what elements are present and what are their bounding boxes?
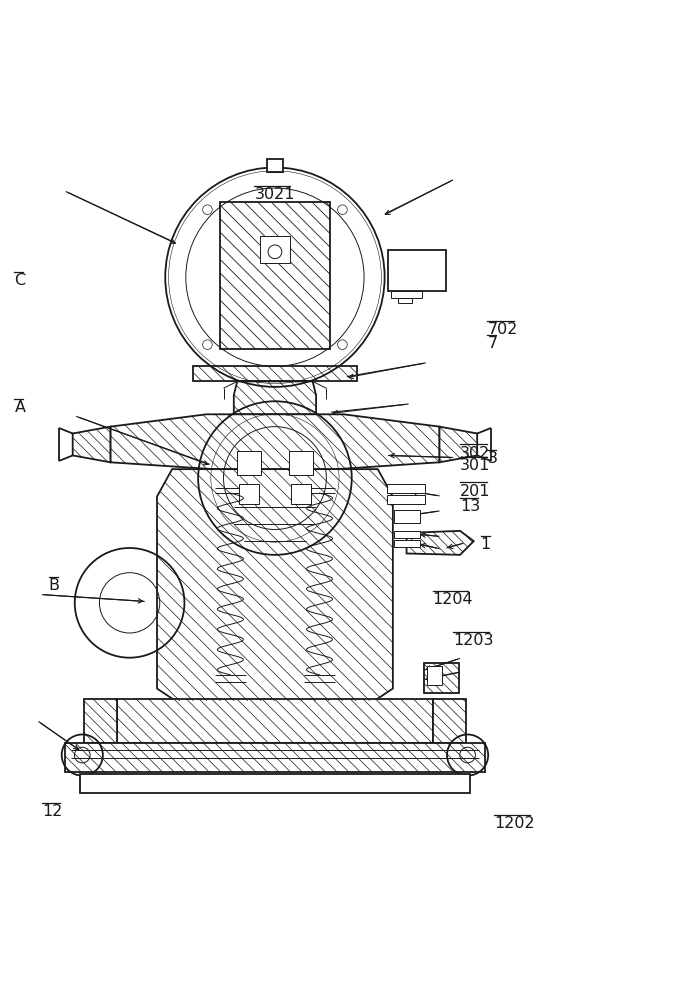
Text: 1: 1 [481,537,491,552]
Bar [398,298,412,303]
Text: 12: 12 [42,804,63,819]
Bar [388,250,447,291]
Polygon shape [440,427,477,462]
Text: 301: 301 [460,458,491,473]
Bar [291,484,311,504]
Text: 302: 302 [460,446,491,461]
Bar [236,451,261,475]
Bar [427,666,442,685]
Text: 7: 7 [488,336,497,351]
Bar [387,495,425,504]
Polygon shape [425,663,459,693]
Bar [238,484,259,504]
Bar [387,484,425,493]
Bar [289,451,313,475]
Text: 702: 702 [488,322,518,337]
Polygon shape [220,202,330,349]
Text: 3021: 3021 [254,187,295,202]
Polygon shape [192,366,357,381]
Text: 1204: 1204 [433,592,473,607]
Text: 201: 201 [460,484,491,499]
Polygon shape [65,743,485,772]
Text: 1202: 1202 [495,816,535,831]
Text: 1203: 1203 [453,633,494,648]
Polygon shape [117,699,433,743]
Text: C: C [14,273,25,288]
Bar [392,291,423,298]
Polygon shape [85,699,117,743]
Bar [80,774,471,793]
Bar [267,159,283,172]
Polygon shape [395,253,426,287]
Text: A: A [14,400,25,415]
Polygon shape [407,531,474,555]
Text: B: B [49,578,60,593]
Polygon shape [73,427,111,462]
Bar [260,236,290,263]
Polygon shape [234,381,316,414]
Polygon shape [433,699,466,743]
Bar [394,531,420,538]
Text: 13: 13 [460,499,480,514]
Bar [394,540,420,547]
Polygon shape [111,414,440,469]
Polygon shape [157,469,393,701]
Bar [394,510,420,523]
Text: 3: 3 [488,451,497,466]
